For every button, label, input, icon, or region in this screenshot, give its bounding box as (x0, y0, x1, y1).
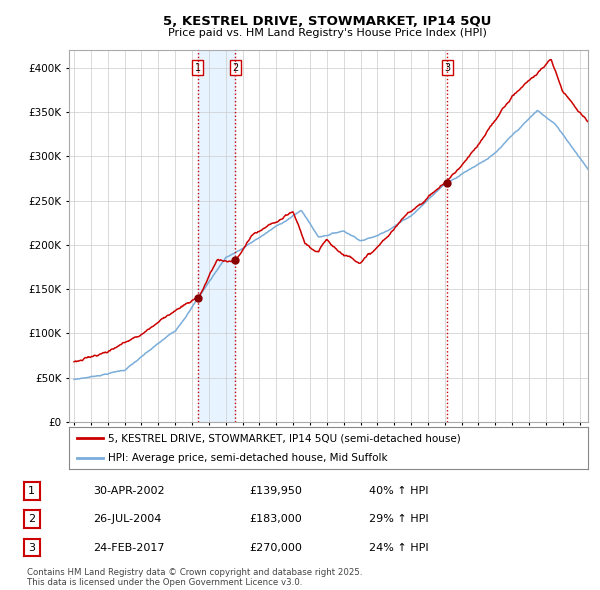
Text: 3: 3 (444, 63, 451, 73)
Text: 1: 1 (194, 63, 200, 73)
Text: 29% ↑ HPI: 29% ↑ HPI (369, 514, 428, 524)
Text: 3: 3 (28, 543, 35, 552)
Text: 26-JUL-2004: 26-JUL-2004 (93, 514, 161, 524)
Text: 1: 1 (28, 486, 35, 496)
Text: 2: 2 (28, 514, 35, 524)
Text: 2: 2 (232, 63, 238, 73)
Text: 5, KESTREL DRIVE, STOWMARKET, IP14 5QU (semi-detached house): 5, KESTREL DRIVE, STOWMARKET, IP14 5QU (… (108, 433, 461, 443)
Text: HPI: Average price, semi-detached house, Mid Suffolk: HPI: Average price, semi-detached house,… (108, 453, 388, 463)
Text: £270,000: £270,000 (249, 543, 302, 552)
Text: 30-APR-2002: 30-APR-2002 (93, 486, 164, 496)
Text: 40% ↑ HPI: 40% ↑ HPI (369, 486, 428, 496)
Bar (197, 50, 235, 422)
Text: Contains HM Land Registry data © Crown copyright and database right 2025.
This d: Contains HM Land Registry data © Crown c… (27, 568, 362, 587)
Text: 24-FEB-2017: 24-FEB-2017 (93, 543, 164, 552)
Text: 24% ↑ HPI: 24% ↑ HPI (369, 543, 428, 552)
Text: 5, KESTREL DRIVE, STOWMARKET, IP14 5QU: 5, KESTREL DRIVE, STOWMARKET, IP14 5QU (163, 15, 491, 28)
Text: £139,950: £139,950 (249, 486, 302, 496)
Text: £183,000: £183,000 (249, 514, 302, 524)
Text: Price paid vs. HM Land Registry's House Price Index (HPI): Price paid vs. HM Land Registry's House … (167, 28, 487, 38)
